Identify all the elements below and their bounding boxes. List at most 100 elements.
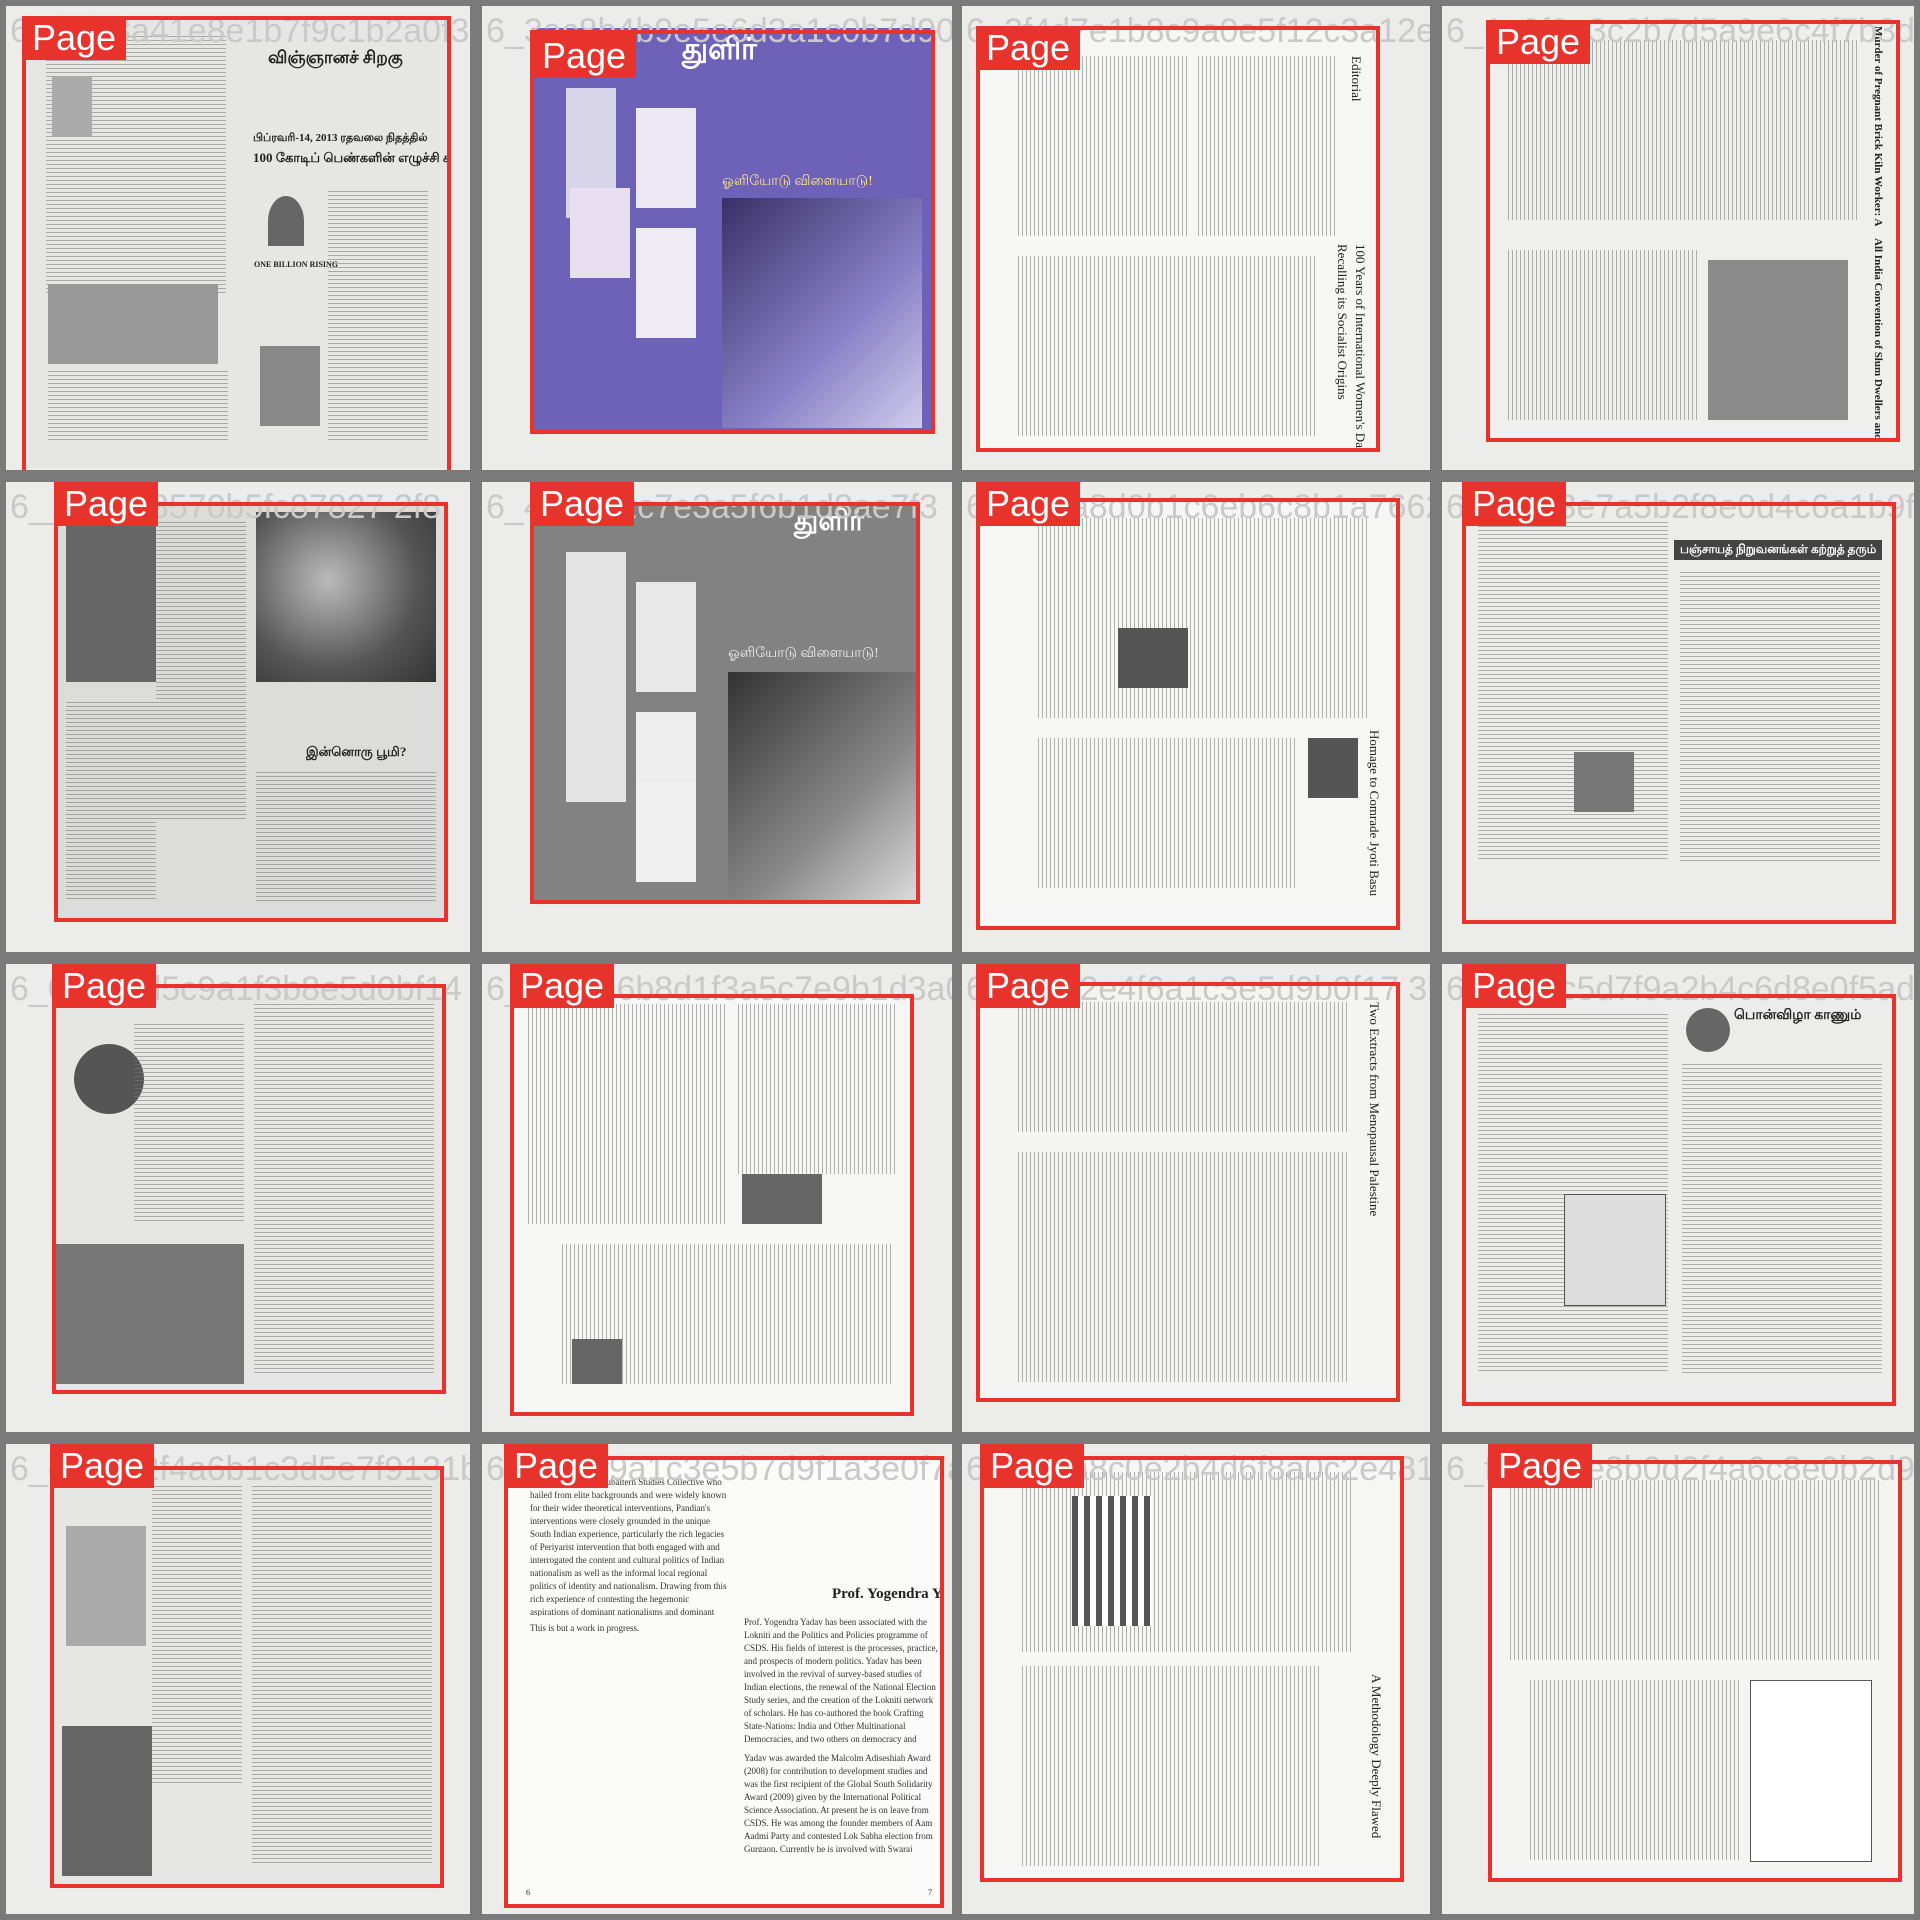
page-label: Page [1462, 964, 1567, 1008]
page-bounding-box [530, 30, 935, 434]
page-label: Page [510, 964, 615, 1008]
document-page: Unlike many in the Subaltern Studies Col… [506, 1456, 942, 1904]
report-title: Murder of Pregnant Brick Kiln Worker: A … [1872, 26, 1884, 226]
text-column [1018, 1152, 1348, 1382]
article-heading: பஞ்சாயத் நிறுவனங்கள் கற்றுத் தரும் [1674, 540, 1883, 560]
tile-12: 6_e3b1c5d7f9a2b4c6d8e0f5ad9c9e51e14087b … [1442, 964, 1914, 1432]
text-column [1530, 1680, 1740, 1860]
page-bounding-box [1488, 1460, 1902, 1882]
tile-4: 6_1a0f8e3c2b7d5a9e6c4f7b3d1e90 Murder of… [1442, 6, 1914, 470]
tile-3: 6_2f4d7e1b8c9a0e5f12c3a12e4580 Editorial… [962, 6, 1430, 470]
tile-15: 6_d4f6a8c0e2b4d6f8a0c2e4812ce0a9d9c4bbd4… [962, 1444, 1430, 1914]
tile-11: 6_7d8b2e4f6a1c3e5d9b0f17 3b4a 6917 64 Tw… [962, 964, 1430, 1432]
text-column [1198, 56, 1338, 236]
text-column [1508, 250, 1698, 420]
document-page: துளிர் ஓளியோடு விளையாடு! [532, 502, 918, 902]
text-column [152, 1486, 242, 1786]
page-bounding-box [510, 994, 914, 1416]
page-label: Page [976, 26, 1081, 70]
sidebar-box [1750, 1680, 1872, 1862]
poster-image [66, 1526, 146, 1646]
tile-2: 6_3ac8b4b9e5e6d3a1c0b7d9008b0f துளிர் ஓள… [482, 6, 952, 470]
text-column [528, 1004, 728, 1224]
page-label: Page [980, 1444, 1085, 1488]
page-label: Page [504, 1444, 609, 1488]
page-label: Page [54, 482, 159, 526]
text-column [1038, 518, 1368, 718]
page-number-left: 6 [526, 1888, 530, 1897]
document-page: இன்னொரு பூமி? [56, 502, 446, 922]
cover-photo [728, 672, 918, 902]
convention-photo [1708, 260, 1848, 420]
text-column [256, 772, 436, 902]
headline-line-2: 100 கோடிப் பெண்களின் எழுச்சி காணீர்! [253, 150, 448, 165]
portrait-photo [1308, 738, 1358, 798]
text-column [1508, 40, 1858, 220]
author-awards: Yadav was awarded the Malcolm Adiseshiah… [744, 1753, 933, 1852]
author-bio: Prof. Yogendra Yadav has been associated… [744, 1617, 938, 1744]
tile-6: 6_41b9d2c7e3a5f6b1d8ae7f3 துளிர் ஓளியோடு… [482, 482, 952, 952]
text-column [1018, 56, 1188, 236]
portrait-photo [1574, 752, 1634, 812]
tile-9: 6_0b7e2d5c9a1f3b8e5d0bf14 Page [6, 964, 470, 1432]
document-page: பொன்விழா காணும் [1464, 994, 1894, 1404]
article-title-line-1: 100 Years of International Women's Day: [1353, 244, 1368, 450]
text-column [1038, 738, 1298, 888]
bar-chart-figure [1072, 1496, 1152, 1626]
tomato-photo [74, 1044, 144, 1114]
page-bounding-box [1462, 994, 1896, 1406]
text-column [1022, 1666, 1322, 1866]
text-column [1510, 1480, 1880, 1660]
tile-1: 6_5f2c8a41e8e1b7f9c1b2a0f3c9ad விஞ்ஞானச்… [6, 6, 470, 470]
cover-headline: ஓளியோடு விளையாடு! [722, 174, 873, 189]
tile-14: 6_b5d7f9a1c3e5b7d9f1a3e0f7aeab17 Unlike … [482, 1444, 952, 1914]
page-label: Page [1488, 1444, 1593, 1488]
document-page: துளிர் ஓளியோடு விளையாடு! [532, 28, 932, 430]
page-number-right: 7 [928, 1888, 932, 1897]
convention-title: All India Convention of Slum Dwellers an… [1872, 238, 1884, 438]
page-bounding-box [52, 984, 446, 1394]
logo-image [268, 196, 304, 246]
article-heading: பொன்விழா காணும் [1734, 1008, 1862, 1023]
document-page: Editorial 100 Years of International Wom… [978, 26, 1378, 450]
magazine-logo: துளிர் [682, 32, 757, 67]
author-name: Prof. Yogendra Yadav [832, 1586, 942, 1602]
tile-13: 6_c8d0e2f4a6b1c3d5e7f9131b Page [6, 1444, 470, 1914]
page-label: Page [976, 964, 1081, 1008]
portrait-photo [1118, 628, 1188, 688]
fruit-photo [66, 512, 156, 682]
page-bounding-box [504, 1456, 944, 1908]
portrait-photo [260, 346, 320, 426]
child-drawing [566, 552, 626, 802]
article-title: Two Extracts from Menopausal Palestine [1367, 1002, 1382, 1217]
campaign-logo-text: ONE BILLION RISING [254, 260, 339, 269]
text-column [1682, 1064, 1882, 1374]
page-label: Page [1486, 20, 1591, 64]
editorial-heading: Editorial [1349, 56, 1364, 102]
page-bounding-box [976, 982, 1400, 1402]
page-label: Page [1462, 482, 1567, 526]
text-column [134, 1024, 244, 1224]
page-bounding-box [1486, 20, 1900, 442]
page-bounding-box [54, 502, 448, 922]
page-label: Page [976, 482, 1081, 526]
page-bounding-box [22, 16, 451, 470]
text-column [66, 702, 156, 902]
magazine-logo: துளிர் [794, 504, 864, 537]
article-title-line-2: Recalling its Socialist Origins [1335, 244, 1350, 400]
body-paragraph: Unlike many in the Subaltern Studies Col… [530, 1477, 727, 1616]
page-label: Page [52, 964, 157, 1008]
text-column [1018, 256, 1318, 436]
cover-headline: ஓளியோடு விளையாடு! [728, 646, 879, 661]
child-drawing [636, 108, 696, 208]
portrait-photo [572, 1339, 622, 1384]
child-drawing [636, 228, 696, 338]
page-bounding-box [1462, 502, 1896, 924]
page-bounding-box [980, 1456, 1404, 1882]
portrait-photo [742, 1174, 822, 1224]
text-column [1680, 572, 1880, 862]
document-page [54, 984, 444, 1394]
tile-8: 6_9c1d3e7a5b2f8e0d4c6a1b9f0d1 பஞ்சாயத் ந… [1442, 482, 1914, 952]
text-column [738, 1004, 898, 1174]
tile-5: 6__jpg.1.8570b5fc87827 2f8 இன்னொரு பூமி?… [6, 482, 470, 952]
